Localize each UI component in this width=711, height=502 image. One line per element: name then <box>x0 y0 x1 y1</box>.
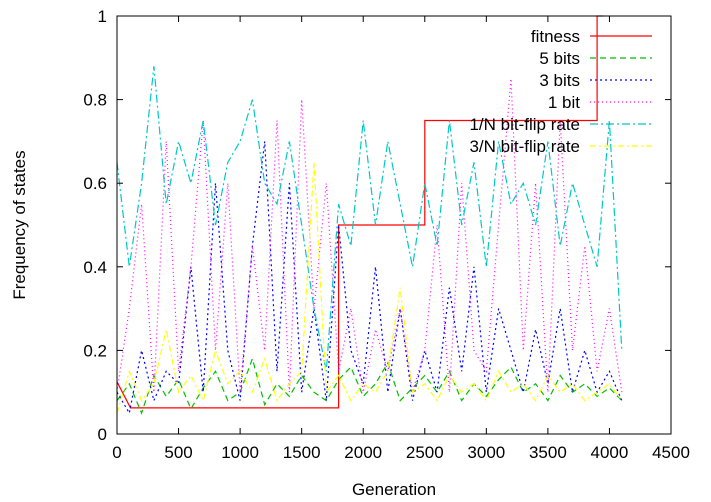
series-line-1 <box>116 356 623 415</box>
y-tick-label: 0 <box>98 425 107 444</box>
x-tick-label: 4500 <box>652 443 690 462</box>
x-tick-label: 0 <box>112 443 121 462</box>
x-axis-title: Generation <box>352 480 436 499</box>
legend-label-2: 3 bits <box>539 71 580 90</box>
plot-lines <box>116 15 623 415</box>
x-tick-label: 3000 <box>467 443 505 462</box>
x-tick-label: 500 <box>164 443 192 462</box>
x-tick-label: 3500 <box>529 443 567 462</box>
legend-label-0: fitness <box>531 27 580 46</box>
x-tick-label: 2000 <box>344 443 382 462</box>
legend-label-3: 1 bit <box>548 93 580 112</box>
y-tick-label: 0.8 <box>83 91 107 110</box>
x-tick-label: 2500 <box>406 443 444 462</box>
y-tick-label: 0.6 <box>83 174 107 193</box>
legend-label-5: 3/N bit-flip rate <box>469 137 580 156</box>
series-line-4 <box>116 66 623 372</box>
legend-label-1: 5 bits <box>539 49 580 68</box>
x-tick-label: 1500 <box>283 443 321 462</box>
legend: fitness 5 bits 3 bits 1 bit 1/N bit-flip rat… <box>469 27 652 156</box>
x-tick-label: 1000 <box>221 443 259 462</box>
y-axis-title: Frequency of states <box>10 150 29 299</box>
x-tick-label: 4000 <box>591 443 629 462</box>
legend-label-4: 1/N bit-flip rate <box>469 115 580 134</box>
x-axis: 0 500 1000 1500 2000 2500 3000 3500 4000 4500 <box>112 16 690 462</box>
plot-frame <box>116 15 672 435</box>
series-line-5 <box>116 162 623 414</box>
y-tick-label: 1 <box>98 7 107 26</box>
series-line-3 <box>116 78 623 393</box>
series-line-2 <box>116 141 623 415</box>
y-axis: 0 0.2 0.4 0.6 0.8 1 <box>83 7 671 444</box>
series-line-0 <box>116 15 604 409</box>
y-tick-label: 0.4 <box>83 258 107 277</box>
y-tick-label: 0.2 <box>83 341 107 360</box>
